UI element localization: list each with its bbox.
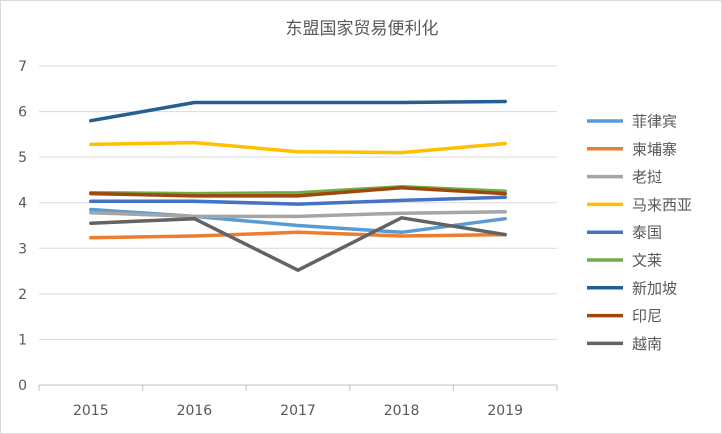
series-line-2: [89, 230, 507, 240]
series-line-3: [89, 210, 507, 219]
x-tick-label: 2018: [384, 403, 420, 419]
y-tick-label: 2: [18, 287, 27, 303]
series-line-7: [89, 99, 507, 123]
legend-label: 文莱: [632, 252, 662, 270]
x-tick-label: 2017: [280, 403, 316, 419]
y-tick-label: 7: [18, 59, 27, 75]
series-line-8: [89, 185, 507, 198]
x-tick-label: 2016: [177, 403, 213, 419]
legend-label: 老挝: [632, 168, 662, 186]
y-tick-label: 3: [18, 241, 27, 257]
legend-label: 柬埔寨: [632, 140, 677, 158]
legend-label: 泰国: [632, 224, 662, 242]
series-lines: [89, 99, 507, 272]
legend-label: 新加坡: [632, 279, 677, 297]
y-tick-label: 5: [18, 150, 27, 166]
series-line-4: [89, 140, 507, 155]
y-tick-label: 4: [18, 196, 27, 212]
legend-label: 马来西亚: [632, 196, 692, 214]
series-line-5: [89, 195, 507, 206]
chart-title: 东盟国家贸易便利化: [286, 19, 439, 39]
axes: 0 1 2 3 4 5 6 7 2015 2016 2017 2018 2019: [18, 59, 558, 419]
y-tick-label: 6: [18, 105, 27, 121]
x-tick-label: 2015: [73, 403, 109, 419]
series-line-9: [89, 216, 507, 272]
legend-label: 菲律宾: [632, 113, 677, 131]
legend-label: 越南: [632, 335, 662, 353]
y-tick-label: 1: [18, 332, 27, 348]
x-tick-label: 2019: [487, 403, 523, 419]
y-tick-label: 0: [18, 378, 27, 394]
legend-label: 印尼: [632, 307, 662, 325]
